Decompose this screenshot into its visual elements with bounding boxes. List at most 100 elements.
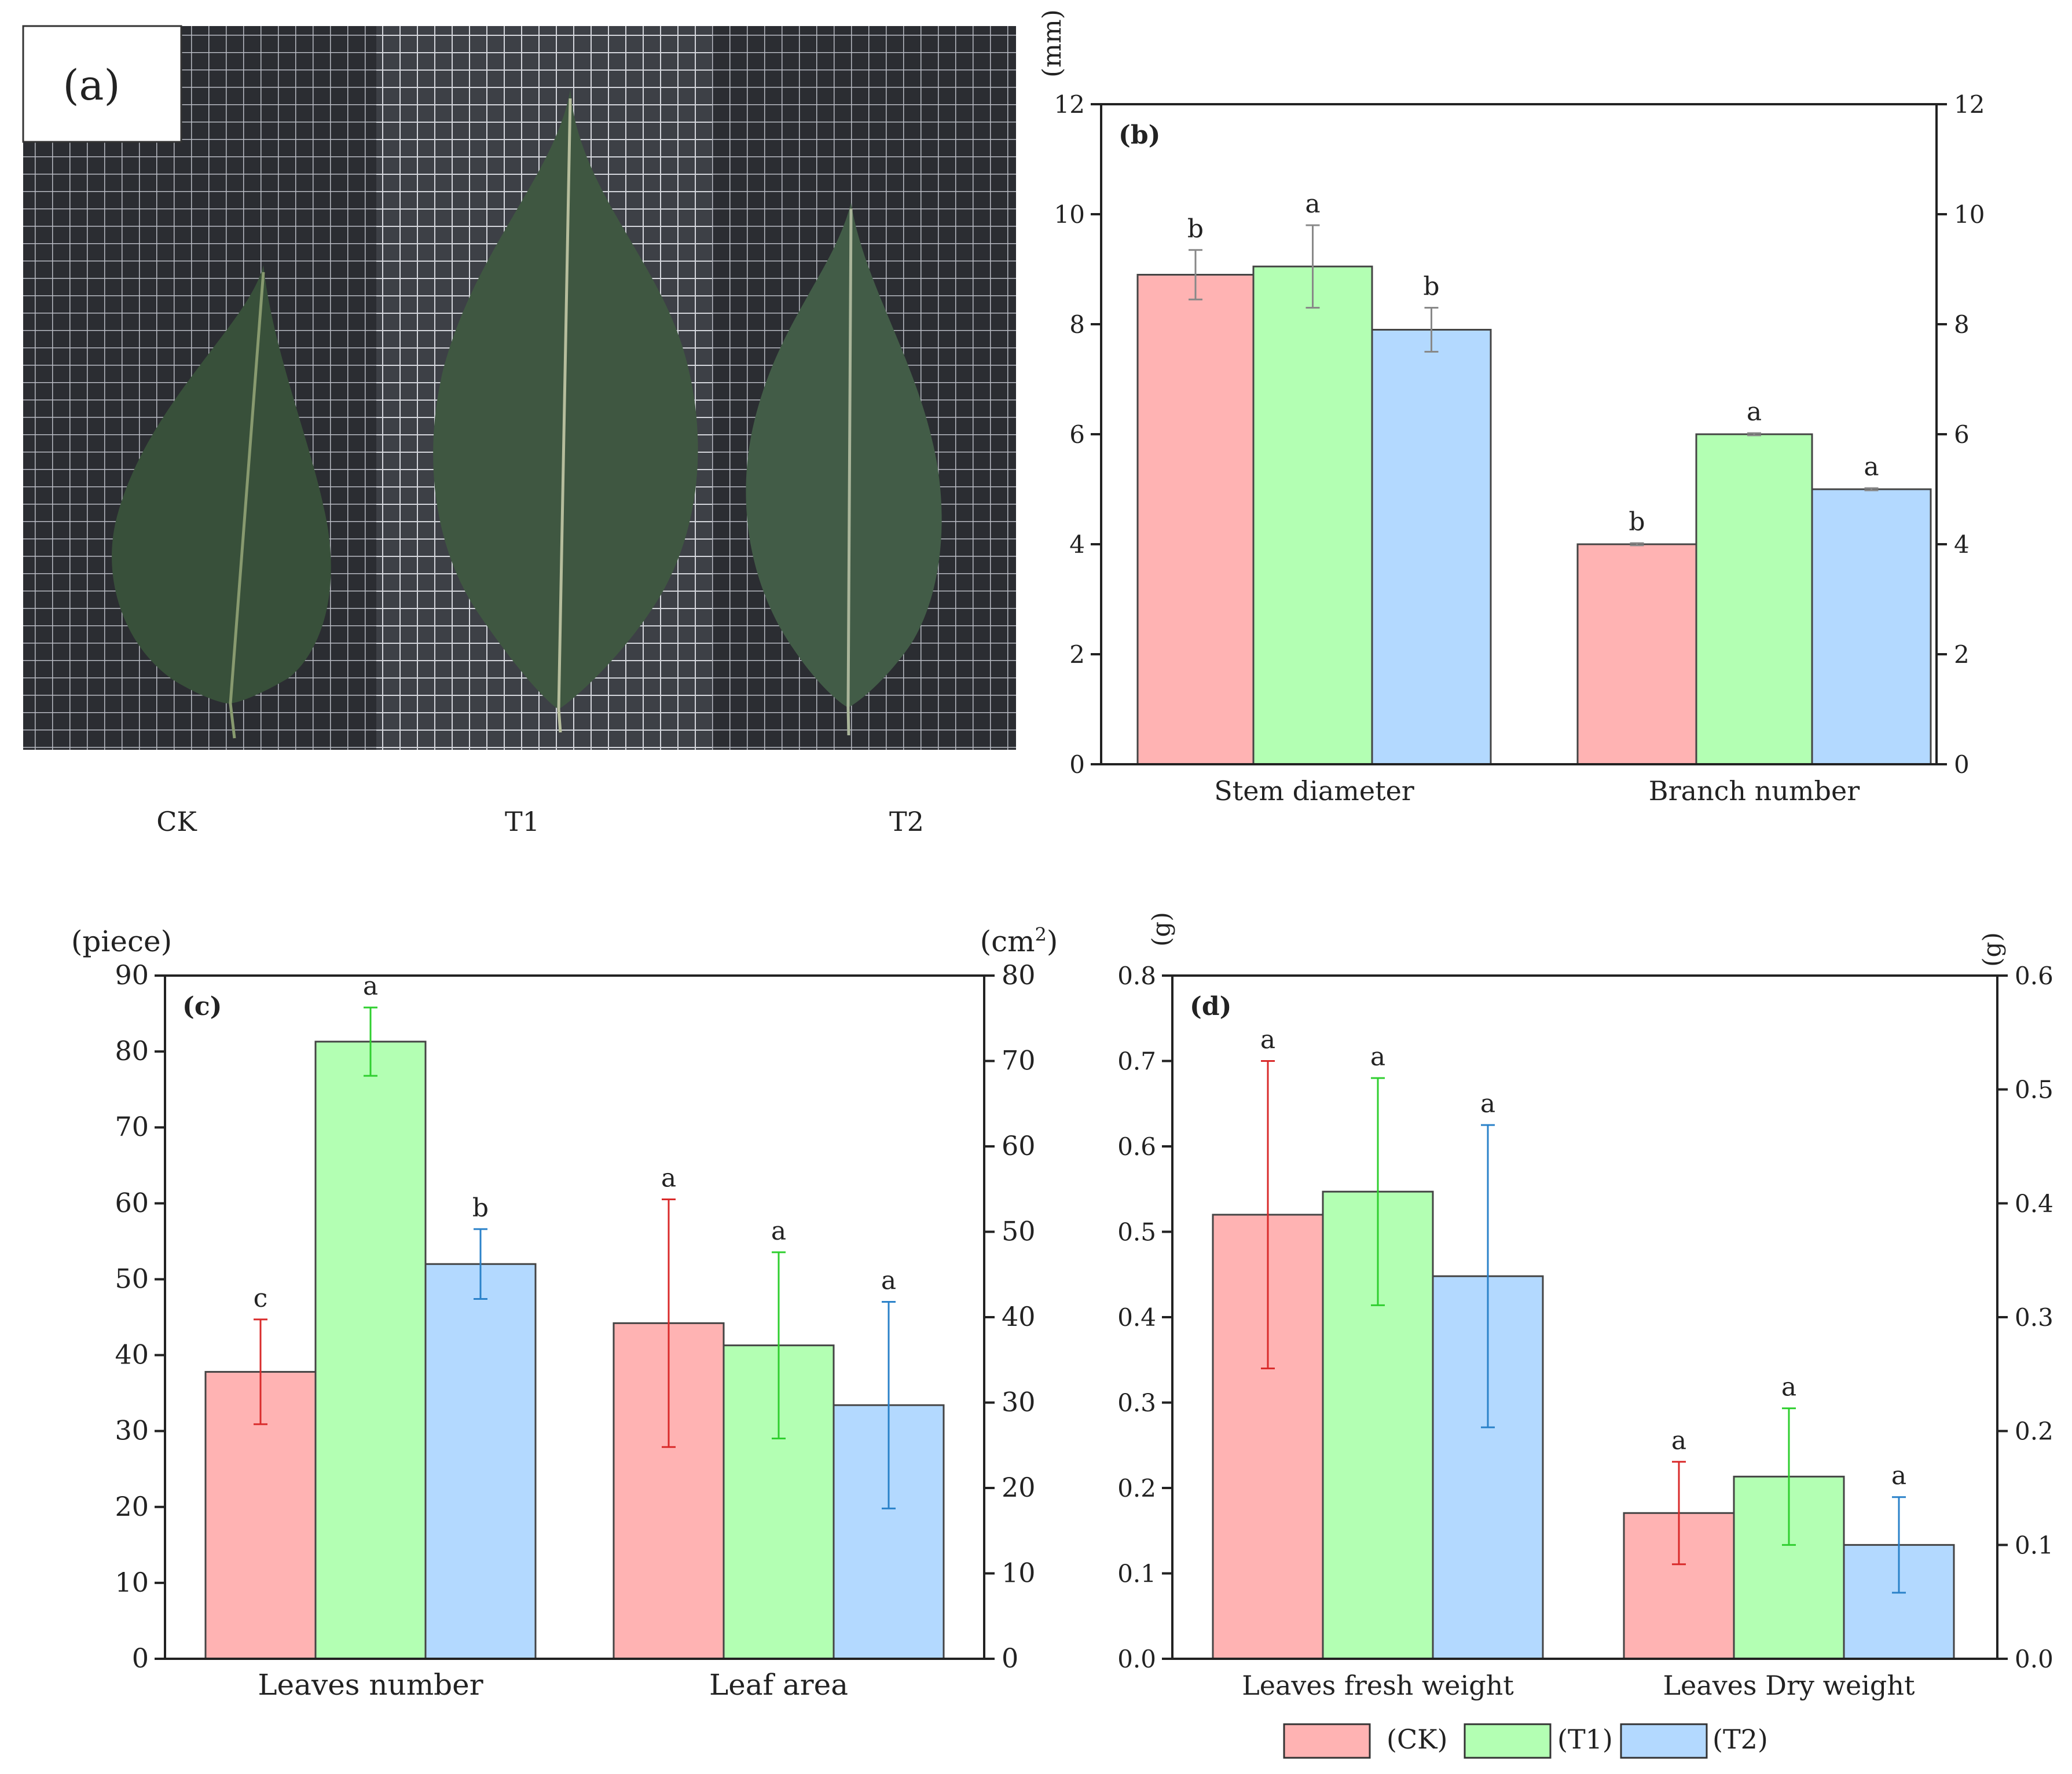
- left-tick-label-b-0: 0: [1069, 750, 1085, 779]
- y-axis-label-c-left: (piece): [71, 925, 172, 958]
- right-tick-label-c-80: 80: [1002, 959, 1036, 991]
- left-tick-label-c-30: 30: [115, 1415, 149, 1446]
- bar-b-branch-number-t1: [1695, 433, 1813, 765]
- left-tick-label-d-0.6: 0.6: [1117, 1132, 1156, 1161]
- bar-b-branch-number-t2: [1811, 488, 1932, 765]
- bar-b-stem-diameter-t2: [1371, 329, 1492, 765]
- y-axis-label-d-right: (g): [1978, 932, 2006, 967]
- right-tick-label-d-0.6: 0.6: [2015, 962, 2053, 990]
- significance-letter-b-1-t1: a: [1747, 397, 1762, 427]
- left-tick-label-d-0.8: 0.8: [1117, 962, 1156, 990]
- significance-letter-d-0-t2: a: [1480, 1089, 1495, 1119]
- left-tick-label-b-4: 4: [1069, 530, 1085, 559]
- right-tick-label-b-4: 4: [1954, 530, 1970, 559]
- bar-b-branch-number-ck: [1576, 543, 1697, 765]
- right-tick-label-b-2: 2: [1954, 640, 1970, 669]
- y-axis-label-c-right: (cm2): [980, 923, 1058, 958]
- legend-swatch-ck: [1283, 1723, 1371, 1759]
- significance-letter-c-1-ck: a: [661, 1163, 676, 1193]
- left-tick-label-c-50: 50: [115, 1263, 149, 1294]
- left-tick-label-c-90: 90: [115, 959, 149, 991]
- significance-letter-c-1-t2: a: [881, 1266, 896, 1295]
- category-label-d-0: Leaves fresh weight: [1242, 1670, 1514, 1701]
- bar-c-leaves-number-t1: [314, 1040, 427, 1660]
- left-tick-label-c-0: 0: [132, 1643, 149, 1674]
- left-tick-label-d-0.7: 0.7: [1117, 1047, 1156, 1076]
- right-tick-label-b-8: 8: [1954, 310, 1970, 339]
- panel-b-chart: b a b Stem diameter b a a Branch number 0 2 4 6 8 10 1…: [1037, 9, 1985, 807]
- right-tick-label-c-10: 10: [1002, 1557, 1036, 1589]
- right-tick-label-c-60: 60: [1002, 1130, 1036, 1161]
- legend-label-t2: (T2): [1712, 1724, 1768, 1755]
- right-tick-label-d-0.5: 0.5: [2015, 1076, 2053, 1104]
- right-tick-label-d-0.0: 0.0: [2015, 1645, 2053, 1673]
- left-tick-label-c-70: 70: [115, 1111, 149, 1142]
- left-tick-label-b-12: 12: [1054, 90, 1085, 119]
- significance-letter-c-1-t1: a: [771, 1216, 786, 1246]
- significance-letter-b-0-t1: a: [1305, 189, 1320, 219]
- bar-b-stem-diameter-t1: [1252, 265, 1373, 765]
- significance-letter-d-0-t1: a: [1370, 1042, 1385, 1072]
- right-tick-label-c-70: 70: [1002, 1045, 1036, 1076]
- right-tick-label-c-20: 20: [1002, 1472, 1036, 1503]
- right-tick-label-c-40: 40: [1002, 1301, 1036, 1332]
- left-tick-label-c-80: 80: [115, 1035, 149, 1066]
- left-tick-label-c-20: 20: [115, 1491, 149, 1522]
- y-axis-label-b-left: (mm): [1037, 9, 1067, 78]
- left-tick-label-b-8: 8: [1069, 310, 1085, 339]
- left-tick-label-b-6: 6: [1069, 420, 1085, 449]
- panel-label-d: (d): [1190, 992, 1231, 1021]
- significance-letter-c-0-ck: c: [254, 1284, 268, 1313]
- left-tick-label-d-0.5: 0.5: [1117, 1218, 1156, 1247]
- left-tick-label-d-0.2: 0.2: [1117, 1474, 1156, 1502]
- panel-d-chart: a a a Leaves fresh weight a a a Leaves Dry weig…: [1117, 912, 2053, 1701]
- left-tick-label-c-40: 40: [115, 1339, 149, 1370]
- significance-letter-d-0-ck: a: [1260, 1025, 1275, 1055]
- leaf-t1: [433, 90, 698, 733]
- category-label-c-0: Leaves number: [258, 1668, 483, 1702]
- significance-letter-c-0-t2: b: [472, 1193, 489, 1223]
- category-label-d-1: Leaves Dry weight: [1663, 1670, 1915, 1701]
- leaf-t2: [746, 203, 942, 736]
- legend-label-t1: (T1): [1557, 1724, 1613, 1755]
- left-tick-label-d-0.4: 0.4: [1117, 1303, 1156, 1332]
- legend-label-ck: (CK): [1387, 1724, 1447, 1755]
- left-tick-label-d-0.3: 0.3: [1117, 1389, 1156, 1417]
- right-tick-label-d-0.3: 0.3: [2015, 1303, 2053, 1332]
- right-tick-label-d-0.4: 0.4: [2015, 1189, 2053, 1218]
- left-tick-label-d-0.0: 0.0: [1117, 1645, 1156, 1673]
- panel-label-c: (c): [182, 992, 222, 1021]
- significance-letter-b-1-t2: a: [1864, 452, 1879, 482]
- leaf-label-ck: CK: [156, 806, 197, 837]
- panel-label-b: (b): [1118, 120, 1160, 150]
- right-tick-label-b-6: 6: [1954, 420, 1970, 449]
- category-label-b-1: Branch number: [1649, 775, 1860, 807]
- panel-a: (a) CK T1 T2: [22, 25, 1016, 837]
- legend: (CK) (T1) (T2): [1283, 1723, 1768, 1759]
- right-tick-label-c-50: 50: [1002, 1216, 1036, 1247]
- legend-swatch-t2: [1620, 1723, 1708, 1759]
- significance-letter-d-1-ck: a: [1671, 1426, 1686, 1456]
- left-tick-label-b-10: 10: [1054, 200, 1085, 229]
- significance-letter-b-1-ck: b: [1629, 507, 1645, 537]
- left-tick-label-c-60: 60: [115, 1187, 149, 1218]
- bar-b-stem-diameter-ck: [1136, 274, 1255, 765]
- significance-letter-b-0-ck: b: [1187, 214, 1204, 244]
- leaf-ck: [112, 265, 331, 739]
- significance-letter-d-1-t2: a: [1891, 1461, 1906, 1491]
- right-tick-label-b-0: 0: [1954, 750, 1970, 779]
- left-tick-label-d-0.1: 0.1: [1117, 1560, 1156, 1588]
- y-axis-label-d-left: (g): [1147, 912, 1175, 947]
- right-tick-label-c-0: 0: [1002, 1643, 1018, 1674]
- right-tick-label-d-0.2: 0.2: [2015, 1417, 2053, 1446]
- left-tick-label-b-2: 2: [1069, 640, 1085, 669]
- legend-swatch-t1: [1464, 1723, 1552, 1759]
- category-label-b-0: Stem diameter: [1214, 775, 1414, 807]
- leaf-label-t2: T2: [889, 806, 924, 837]
- significance-letter-d-1-t1: a: [1781, 1372, 1796, 1402]
- leaf-label-t1: T1: [505, 806, 540, 837]
- right-tick-label-b-10: 10: [1954, 200, 1985, 229]
- left-tick-label-c-10: 10: [115, 1567, 149, 1598]
